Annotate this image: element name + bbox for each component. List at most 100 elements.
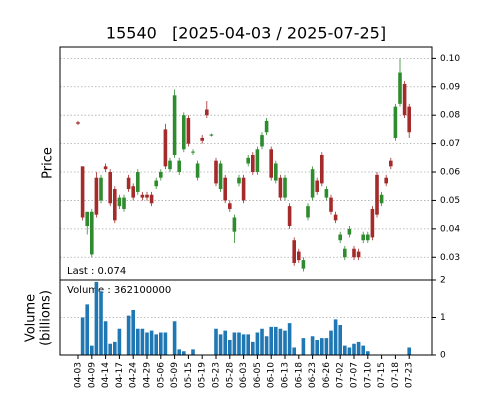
volume-bar <box>223 330 227 355</box>
candle-body <box>264 120 269 133</box>
candle-body <box>347 228 352 235</box>
candle-body <box>310 169 315 198</box>
y-tick-label: 0.10 <box>440 54 460 64</box>
candle-body <box>117 197 122 207</box>
volume-bar <box>352 343 356 355</box>
x-tick-label: 05-15 <box>184 362 194 388</box>
candle-body <box>140 194 145 198</box>
candle-body <box>172 95 177 155</box>
y2-tick-label: 1 <box>440 313 446 323</box>
volume-bar <box>232 332 237 355</box>
candle-body <box>333 214 338 221</box>
candle-body <box>255 149 260 173</box>
candle-body <box>131 186 135 198</box>
candle-body <box>352 248 356 258</box>
candle-body <box>177 160 181 173</box>
x-tick-label: 05-23 <box>212 362 222 388</box>
chart-title: 15540 [2025-04-03 / 2025-07-25] <box>106 24 386 43</box>
volume-bar <box>241 334 246 355</box>
candle-body <box>99 177 103 201</box>
volume-panel <box>59 279 433 356</box>
x-tick-label: 04-29 <box>143 362 153 388</box>
candle-body <box>269 149 273 178</box>
volume-bar <box>131 310 135 355</box>
x-tick-label: 05-09 <box>170 362 180 388</box>
volume-bar <box>149 330 154 355</box>
candle-body <box>389 160 393 167</box>
x-tick-label: 04-14 <box>101 362 111 388</box>
candle-body <box>122 197 126 209</box>
candle-body <box>246 157 250 164</box>
volume-bar <box>315 340 319 355</box>
candle-body <box>402 83 407 116</box>
x-tick-label: 05-28 <box>225 362 235 388</box>
candle-body <box>324 189 329 198</box>
volume-bar <box>136 328 140 355</box>
candle-body <box>126 177 131 190</box>
candle-body <box>159 172 163 178</box>
candle-body <box>182 115 186 150</box>
candle-body <box>205 109 209 116</box>
candle-body <box>209 134 214 136</box>
candle-body <box>274 163 278 181</box>
y-tick-label: 0.07 <box>440 139 460 149</box>
x-tick-label: 07-07 <box>350 362 360 388</box>
volume-bar <box>407 347 411 355</box>
x-tick-label: 06-13 <box>281 362 291 388</box>
candle-body <box>320 154 324 184</box>
volume-bar <box>264 336 269 355</box>
volume-bar <box>94 281 99 355</box>
candle-body <box>329 197 333 212</box>
candle-body <box>76 122 80 124</box>
x-tick-label: 04-09 <box>87 362 97 388</box>
volume-bar <box>177 349 181 355</box>
x-tick-label: 04-17 <box>115 362 125 388</box>
volume-bar <box>117 328 122 355</box>
candle-body <box>361 234 365 241</box>
candle-body <box>228 203 232 209</box>
volume-bar <box>85 304 89 355</box>
candle-body <box>149 194 154 204</box>
candle-body <box>356 251 361 258</box>
candle-body <box>278 177 283 198</box>
candle-body <box>398 72 402 104</box>
volume-bar <box>140 328 145 355</box>
volume-annotation: Volume : 362100000 <box>67 285 171 296</box>
candle-body <box>407 106 411 133</box>
price-panel <box>59 46 433 281</box>
x-tick-label: 05-06 <box>156 362 166 388</box>
candle-body <box>163 129 168 167</box>
x-tick-label: 07-10 <box>363 362 373 388</box>
candle-body <box>283 177 287 198</box>
y2-axis-label: (billions) <box>39 290 54 346</box>
candle-body <box>191 151 195 153</box>
y-tick-label: 0.06 <box>440 168 460 178</box>
candle-body <box>251 154 255 173</box>
volume-bar <box>90 345 94 355</box>
y-axis-label: Price <box>41 147 56 179</box>
volume-bar <box>361 345 365 355</box>
x-tick-label: 06-10 <box>267 362 277 388</box>
y2-tick-label: 2 <box>440 276 446 286</box>
volume-bar <box>172 321 177 355</box>
y-tick-label: 0.03 <box>440 253 460 263</box>
candle-body <box>297 251 301 261</box>
volume-bar <box>310 336 315 355</box>
volume-bar <box>324 338 329 355</box>
x-tick-label: 06-03 <box>239 362 249 388</box>
volume-bar <box>108 343 112 355</box>
x-tick-label: 06-05 <box>253 362 263 388</box>
x-tick-label: 07-15 <box>377 362 387 388</box>
candle-body <box>379 194 384 204</box>
volume-bar <box>113 341 117 355</box>
volume-bar <box>228 340 232 355</box>
candle-body <box>168 160 172 170</box>
volume-bar <box>274 326 278 355</box>
volume-bar <box>145 332 149 355</box>
volume-bar <box>292 347 296 355</box>
x-tick-label: 06-23 <box>308 362 318 388</box>
candle-body <box>375 174 379 215</box>
last-annotation: Last : 0.074 <box>67 266 126 277</box>
candle-body <box>370 208 375 238</box>
volume-bar <box>255 332 260 355</box>
